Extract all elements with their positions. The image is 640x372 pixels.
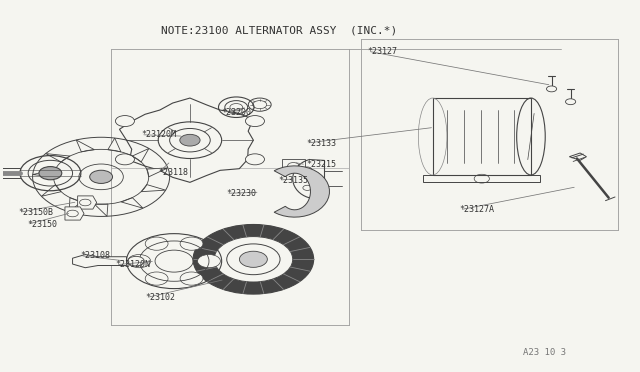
Circle shape [180, 237, 203, 250]
Circle shape [239, 251, 268, 267]
Text: *23127: *23127 [367, 46, 397, 56]
Circle shape [245, 116, 264, 126]
Text: NOTE:23100 ALTERNATOR ASSY  (INC.*): NOTE:23100 ALTERNATOR ASSY (INC.*) [161, 25, 397, 35]
Polygon shape [45, 154, 70, 162]
Circle shape [115, 154, 134, 165]
Polygon shape [65, 207, 84, 220]
Text: *23120N: *23120N [116, 260, 150, 269]
Circle shape [547, 86, 557, 92]
Circle shape [115, 116, 134, 126]
Text: A23 10 3: A23 10 3 [523, 348, 566, 357]
Polygon shape [120, 98, 253, 182]
Circle shape [180, 272, 203, 285]
Circle shape [198, 254, 220, 268]
Text: *23108: *23108 [80, 251, 110, 260]
Circle shape [227, 244, 280, 275]
Circle shape [230, 103, 243, 111]
Polygon shape [147, 168, 168, 177]
Text: *23230: *23230 [226, 189, 256, 198]
Polygon shape [108, 138, 121, 152]
Polygon shape [33, 169, 56, 177]
Circle shape [180, 134, 200, 146]
Polygon shape [69, 198, 81, 212]
Text: *23133: *23133 [306, 139, 336, 148]
Text: *23127A: *23127A [460, 205, 495, 214]
Circle shape [39, 167, 62, 180]
Circle shape [245, 154, 264, 165]
Circle shape [145, 272, 168, 285]
Text: *23118: *23118 [158, 168, 188, 177]
Circle shape [128, 254, 150, 268]
Circle shape [128, 256, 144, 266]
Polygon shape [77, 196, 97, 209]
Circle shape [90, 170, 113, 183]
Text: *23135: *23135 [279, 176, 308, 185]
Polygon shape [94, 204, 108, 216]
Circle shape [145, 237, 168, 250]
Polygon shape [76, 140, 94, 152]
Text: *23215: *23215 [306, 160, 336, 169]
Circle shape [214, 237, 292, 282]
Polygon shape [121, 198, 143, 208]
Circle shape [566, 99, 576, 105]
Text: *23150B: *23150B [19, 208, 54, 217]
Polygon shape [274, 166, 330, 217]
Text: *23120M: *23120M [141, 130, 176, 139]
Text: *23102: *23102 [145, 293, 175, 302]
Polygon shape [132, 148, 149, 162]
Polygon shape [141, 185, 166, 192]
Text: *23150: *23150 [27, 220, 57, 229]
Text: *23200: *23200 [221, 108, 252, 117]
Polygon shape [72, 254, 127, 268]
Polygon shape [42, 185, 61, 196]
